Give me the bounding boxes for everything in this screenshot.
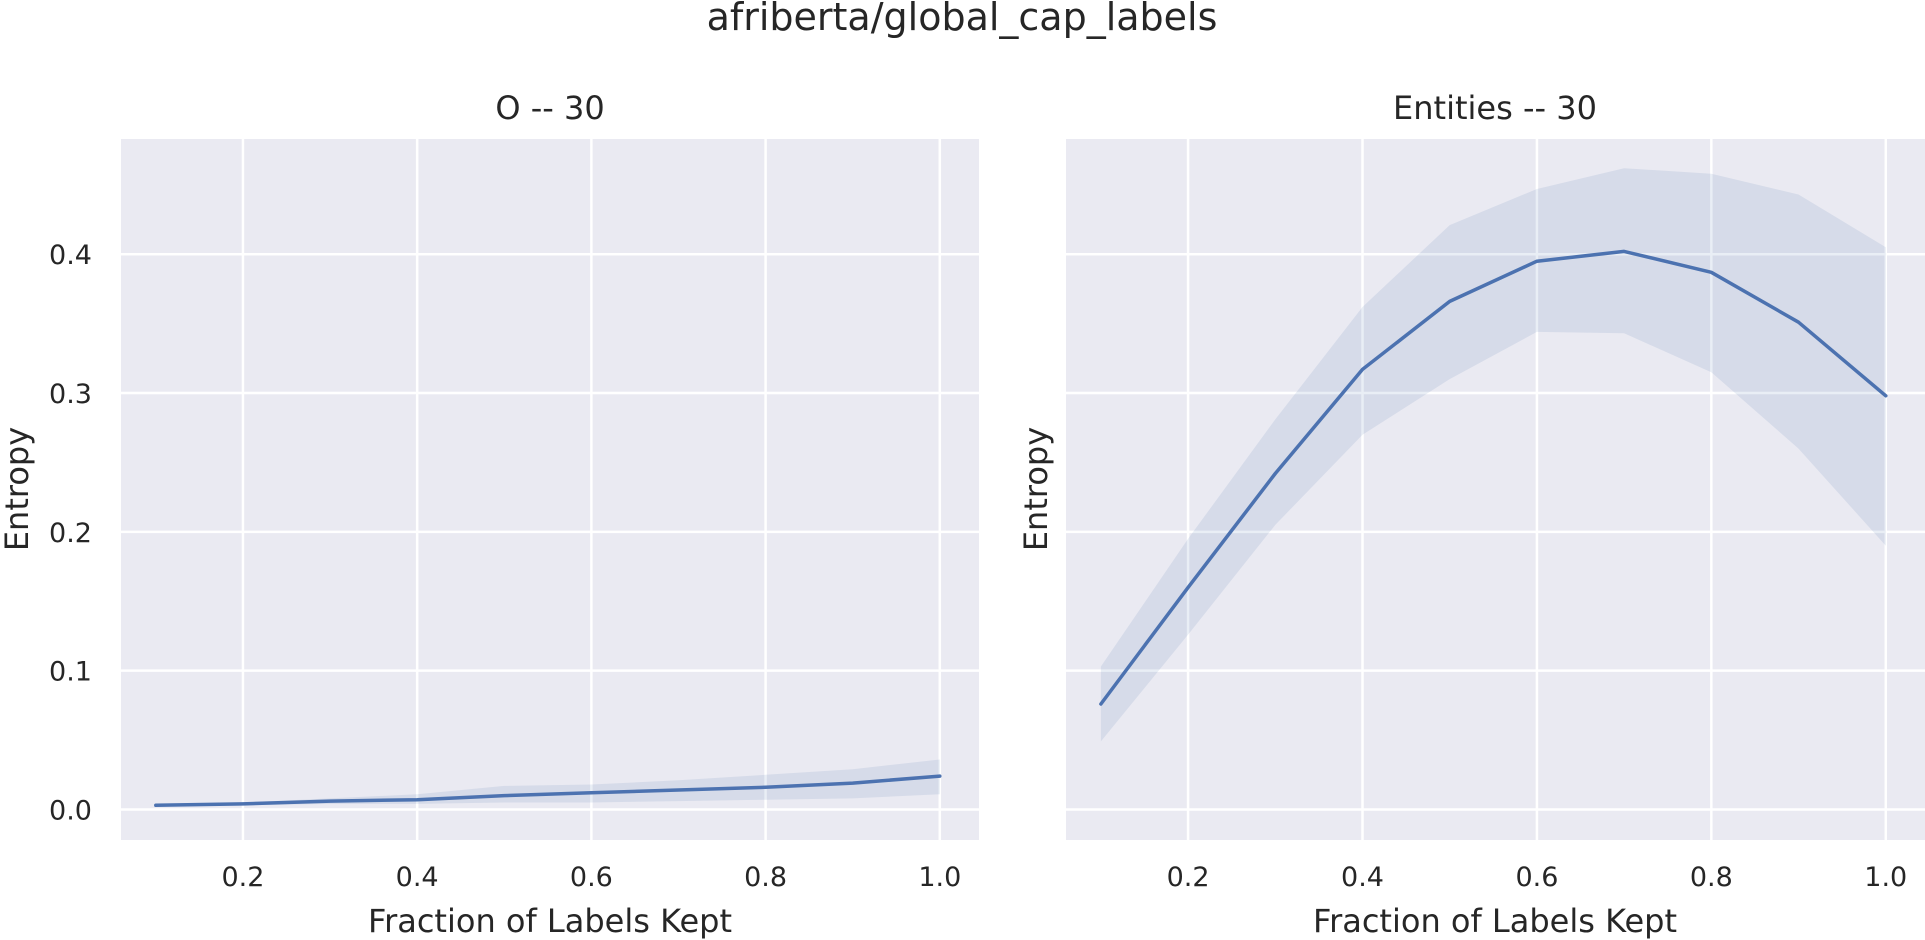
x-tick-labels: 0.2 0.4 0.6 0.8 1.0	[221, 862, 961, 893]
y-tick-label: 0.0	[49, 795, 92, 826]
x-tick-label: 0.6	[1515, 862, 1558, 893]
y-tick-label: 0.4	[49, 240, 92, 271]
y-tick-label: 0.3	[49, 379, 92, 410]
y-tick-labels: 0.0 0.1 0.2 0.3 0.4	[49, 240, 92, 826]
series-line	[1099, 249, 1888, 706]
panel-title: O -- 30	[495, 89, 604, 127]
x-tick-label: 0.2	[1167, 862, 1210, 893]
series-marks	[1099, 168, 1888, 742]
panel-o: 0.2 0.4 0.6 0.8 1.0 0.00.10.20.30.4 O -- 30 …	[0, 89, 979, 940]
x-tick-label: 0.4	[396, 862, 439, 893]
y-tick-label: 0.2	[49, 518, 92, 549]
x-axis-label: Fraction of Labels Kept	[368, 902, 732, 940]
y-axis-label: Entropy	[1017, 427, 1055, 551]
x-tick-label: 0.8	[744, 862, 787, 893]
y-tick-label: 0.1	[49, 657, 92, 688]
panel-entities: 0.2 0.4 0.6 0.8 1.0 Entities -- 30 Fraction …	[1017, 89, 1925, 940]
x-tick-label: 0.6	[570, 862, 613, 893]
x-gridlines	[1186, 139, 1888, 840]
plot-area	[1066, 139, 1925, 840]
series-marks	[154, 759, 942, 808]
x-tick-labels: 0.2 0.4 0.6 0.8 1.0	[1167, 862, 1908, 893]
x-tick-label: 1.0	[918, 862, 961, 893]
x-axis-label: Fraction of Labels Kept	[1313, 902, 1677, 940]
confidence-band	[1100, 168, 1886, 742]
x-tick-label: 0.4	[1341, 862, 1384, 893]
panel-title: Entities -- 30	[1393, 89, 1597, 127]
series-line	[154, 774, 942, 808]
figure-title: afriberta/global_cap_labels	[707, 0, 1218, 39]
plot-area	[121, 139, 979, 840]
confidence-band	[155, 759, 940, 807]
y-gridlines	[121, 252, 979, 811]
x-gridlines	[241, 139, 942, 840]
x-tick-label: 1.0	[1864, 862, 1907, 893]
y-axis-label: Entropy	[0, 427, 36, 551]
x-tick-label: 0.2	[221, 862, 264, 893]
y-gridlines	[1066, 252, 1925, 811]
x-tick-label: 0.8	[1690, 862, 1733, 893]
